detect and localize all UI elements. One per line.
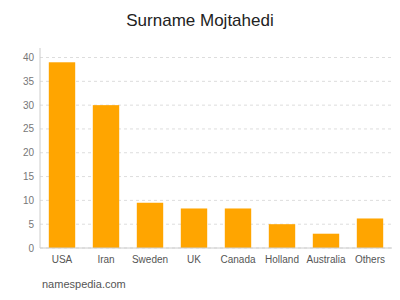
y-tick-label: 40 [23, 52, 35, 63]
x-tick-label: Iran [97, 254, 114, 265]
grid-line [40, 81, 392, 82]
x-tick-label: USA [52, 254, 73, 265]
bar [357, 218, 383, 248]
bar [181, 208, 207, 248]
y-tick-label: 0 [28, 243, 34, 254]
x-tick-label: UK [187, 254, 201, 265]
chart-container: Surname Mojtahedi 0 5 10 15 20 25 30 35 40 USA Iran… [0, 0, 400, 300]
y-tick-label: 30 [23, 100, 35, 111]
grid-line [40, 248, 392, 249]
y-tick-label: 35 [23, 76, 35, 87]
y-tick-label: 5 [28, 219, 34, 230]
chart-svg: Surname Mojtahedi 0 5 10 15 20 25 30 35 40 USA Iran… [0, 0, 400, 300]
bar [313, 234, 339, 248]
bar [49, 62, 75, 248]
y-tick-label: 25 [23, 123, 35, 134]
bars [49, 62, 383, 248]
title: Surname Mojtahedi [126, 11, 273, 30]
grid-line [40, 57, 392, 58]
bar [137, 203, 163, 248]
watermark: namespedia.com [42, 278, 126, 290]
bar [93, 105, 119, 248]
x-tick-label: Holland [265, 254, 299, 265]
x-tick-label: Canada [220, 254, 255, 265]
x-tick-label: Others [355, 254, 385, 265]
y-tick-label: 10 [23, 195, 35, 206]
bar [269, 224, 295, 248]
y-tick-label: 20 [23, 147, 35, 158]
grid [40, 58, 392, 248]
x-tick-label: Sweden [132, 254, 168, 265]
x-axis-line [40, 248, 392, 249]
x-tick-label: Australia [307, 254, 346, 265]
y-tick-label: 15 [23, 171, 35, 182]
bar [225, 208, 251, 248]
y-axis-line [40, 48, 41, 248]
